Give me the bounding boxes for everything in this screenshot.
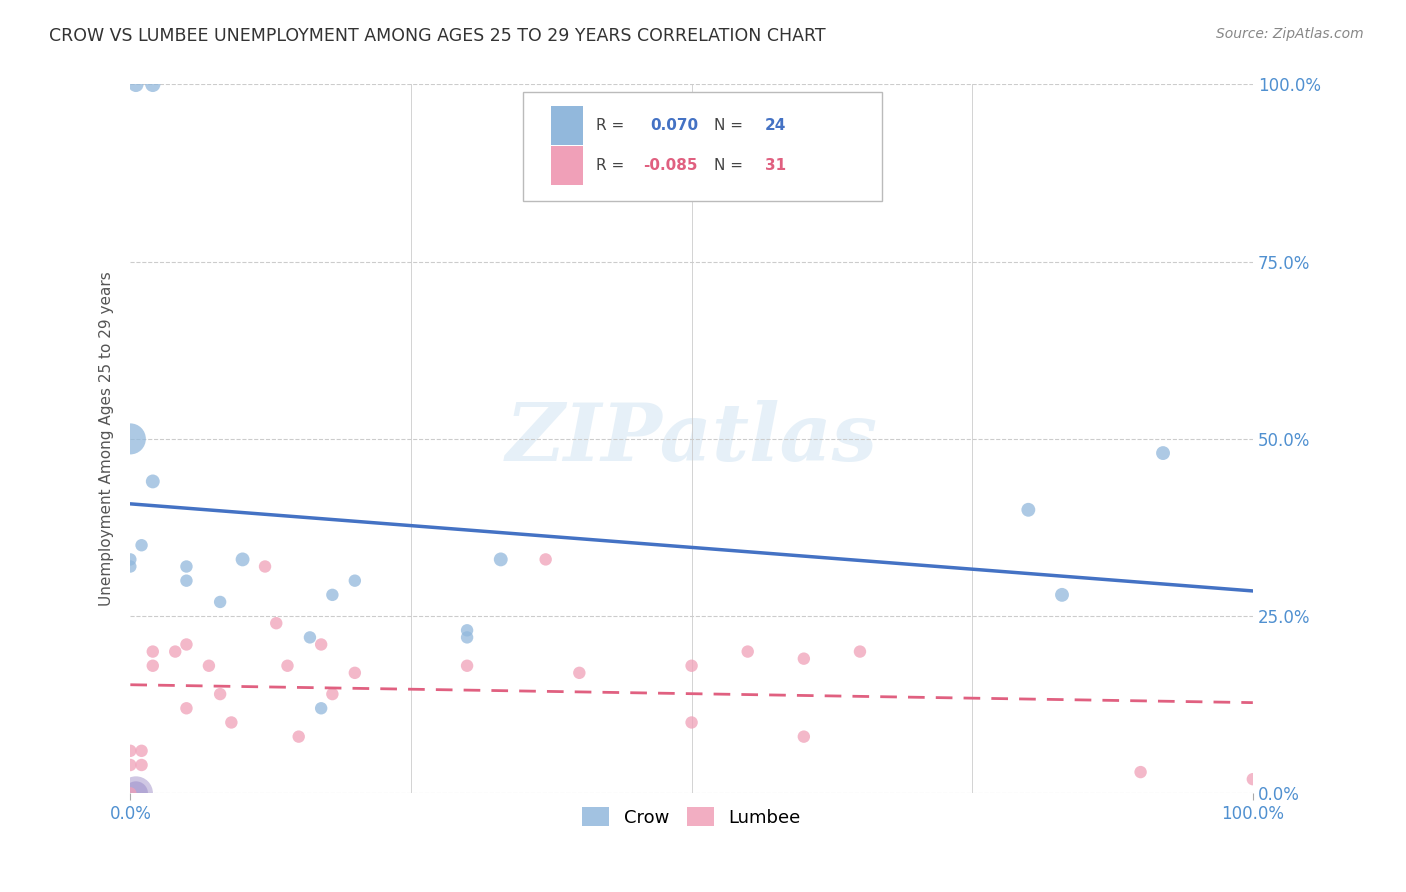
Point [131,744,153,758]
Point [793,730,815,744]
Legend: Crow, Lumbee: Crow, Lumbee [575,800,808,834]
Text: N =: N = [714,159,748,173]
FancyBboxPatch shape [551,146,582,186]
Point [321,687,343,701]
Point [120,786,142,800]
Point [176,574,198,588]
Point [1050,588,1073,602]
Point [120,744,142,758]
Text: 31: 31 [765,159,786,173]
Point [681,658,703,673]
Point [176,559,198,574]
Point [142,644,165,658]
Point [343,665,366,680]
Point [198,658,221,673]
Point [321,588,343,602]
Point [737,644,759,658]
Point [120,432,142,446]
Point [125,78,148,92]
Point [456,658,478,673]
Point [142,475,165,489]
Point [221,715,243,730]
Text: CROW VS LUMBEE UNEMPLOYMENT AMONG AGES 25 TO 29 YEARS CORRELATION CHART: CROW VS LUMBEE UNEMPLOYMENT AMONG AGES 2… [49,27,825,45]
Text: ZIPatlas: ZIPatlas [506,401,877,477]
Text: Source: ZipAtlas.com: Source: ZipAtlas.com [1216,27,1364,41]
Point [309,638,332,652]
Point [176,701,198,715]
Point [298,631,321,645]
Point [287,730,309,744]
Point [264,616,287,631]
Point [534,552,557,566]
Point [343,574,366,588]
Point [1129,765,1152,780]
Point [131,758,153,772]
Point [142,658,165,673]
Point [176,638,198,652]
Point [456,624,478,638]
FancyBboxPatch shape [551,106,582,145]
Text: N =: N = [714,118,748,133]
Point [209,687,232,701]
Point [456,631,478,645]
Point [125,786,148,800]
Point [165,644,187,658]
Point [232,552,254,566]
Point [125,786,148,800]
Y-axis label: Unemployment Among Ages 25 to 29 years: Unemployment Among Ages 25 to 29 years [100,271,114,607]
Point [120,559,142,574]
Point [1017,503,1039,517]
Text: -0.085: -0.085 [644,159,697,173]
Point [276,658,298,673]
FancyBboxPatch shape [523,92,883,202]
Point [254,559,277,574]
Point [309,701,332,715]
Point [142,78,165,92]
Point [209,595,232,609]
Point [120,552,142,566]
Point [1241,772,1264,787]
Point [131,538,153,552]
Point [1152,446,1174,460]
Text: R =: R = [596,159,630,173]
Point [681,715,703,730]
Text: 0.070: 0.070 [650,118,699,133]
Point [793,651,815,665]
Text: 24: 24 [765,118,786,133]
Point [568,665,591,680]
Point [120,758,142,772]
Point [489,552,512,566]
Text: R =: R = [596,118,630,133]
Point [849,644,872,658]
